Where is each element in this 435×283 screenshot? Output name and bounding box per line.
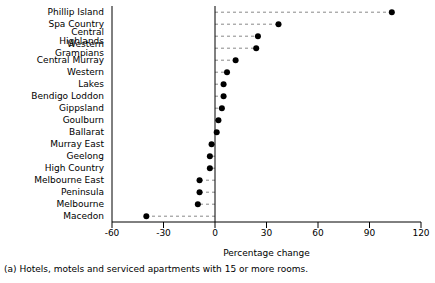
svg-text:90: 90 [364,228,376,238]
svg-text:60: 60 [312,228,324,238]
svg-text:Gippsland: Gippsland [59,103,104,113]
svg-text:Murray East: Murray East [50,139,104,149]
svg-text:Percentage change: Percentage change [223,248,310,258]
svg-text:Western: Western [67,67,104,77]
svg-text:Geelong: Geelong [67,151,104,161]
svg-text:Bendigo Loddon: Bendigo Loddon [31,91,104,101]
svg-text:Ballarat: Ballarat [69,127,104,137]
svg-text:Phillip Island: Phillip Island [48,7,104,17]
svg-text:-30: -30 [156,228,171,238]
svg-text:Peninsula: Peninsula [61,187,104,197]
svg-text:-60: -60 [105,228,120,238]
svg-text:High Country: High Country [45,163,105,173]
svg-text:Central Murray: Central Murray [37,55,105,65]
svg-text:30: 30 [261,228,273,238]
svg-text:Melbourne: Melbourne [56,199,104,209]
svg-text:Melbourne East: Melbourne East [34,175,104,185]
svg-text:Macedon: Macedon [63,211,104,221]
svg-text:0: 0 [212,228,218,238]
svg-text:120: 120 [412,228,427,238]
svg-text:Lakes: Lakes [78,79,104,89]
svg-text:Goulburn: Goulburn [63,115,104,125]
